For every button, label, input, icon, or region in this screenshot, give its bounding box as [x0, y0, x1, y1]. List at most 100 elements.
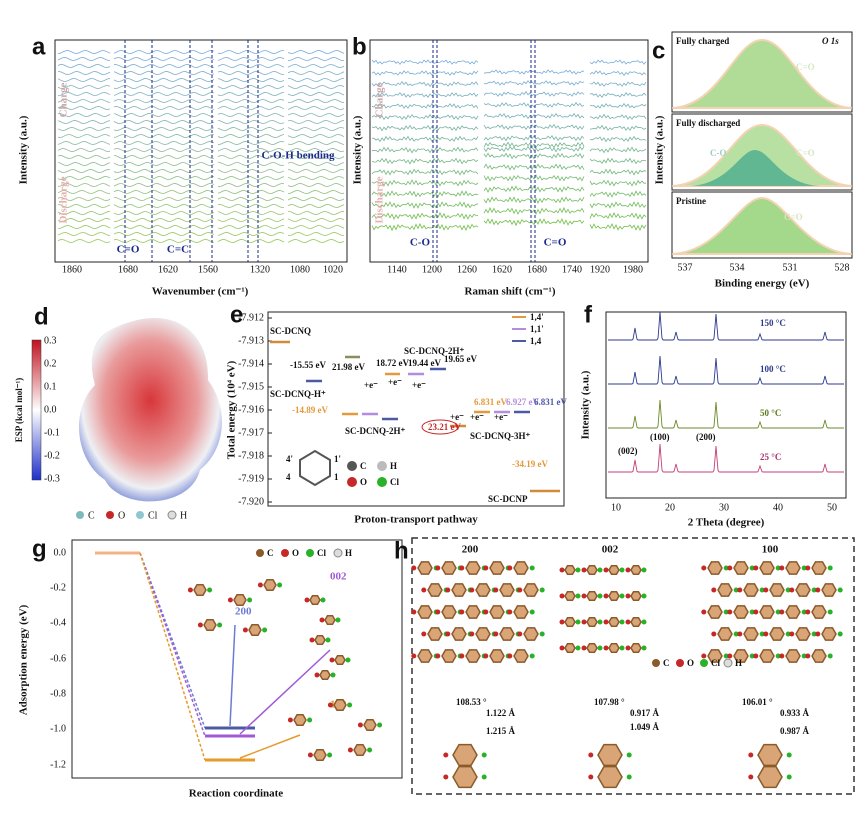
- y-tick-label: -7.918: [238, 450, 264, 461]
- spectrum-line: [57, 120, 111, 124]
- atom: [287, 717, 293, 723]
- patterns: [608, 311, 844, 473]
- spectrum-line: [57, 155, 111, 159]
- molecule: [707, 561, 723, 575]
- legend-label: Discharge: [374, 176, 386, 223]
- atom: [763, 587, 769, 593]
- xrd-pattern: [608, 311, 844, 341]
- legend-label: Cl: [711, 658, 720, 668]
- atom: [727, 609, 733, 615]
- atom: [507, 653, 513, 659]
- atom: [811, 631, 817, 637]
- spectrum-line: [483, 206, 585, 215]
- atom: [411, 609, 417, 615]
- spectrum-line: [217, 204, 285, 208]
- plot-frame: [369, 39, 649, 263]
- spectra: [57, 40, 345, 262]
- spectrum-line: [371, 211, 478, 220]
- spectrum-line: [589, 157, 646, 165]
- dashed-frame: [411, 537, 855, 795]
- atom: [469, 631, 475, 637]
- x-tick-label: 537: [678, 262, 693, 273]
- molecule: [363, 719, 377, 731]
- molecule: [324, 614, 336, 626]
- x-tick-label: 1020: [323, 264, 343, 275]
- atom: [459, 653, 465, 659]
- spectrum-line: [113, 127, 215, 131]
- spectrum-line: [217, 57, 285, 61]
- y-tick-label: -7.917: [238, 427, 264, 438]
- atom: [377, 722, 383, 728]
- molecule: [314, 634, 326, 646]
- atom: [641, 619, 647, 625]
- crystal-structures: [411, 561, 843, 789]
- atom: [785, 631, 791, 637]
- trace-label: 150 °C: [760, 318, 786, 328]
- panel-a: a Intensity (a.u.) Wavenumber (cm⁻¹) 186…: [18, 33, 348, 298]
- spectrum-line: [217, 141, 285, 145]
- spectrum-line: [371, 190, 479, 198]
- atom: [597, 619, 603, 625]
- spectrum-line: [287, 50, 345, 54]
- molecule: [353, 744, 367, 756]
- legend-label: H: [390, 461, 397, 471]
- electron-label: +e⁻: [494, 412, 508, 422]
- spectrum-line: [217, 225, 284, 229]
- atom: [603, 645, 609, 651]
- colorbar-tick: 0.3: [44, 335, 57, 346]
- molecule: [821, 627, 837, 641]
- x-tick-label: 1200: [422, 264, 442, 275]
- molecule: [452, 765, 478, 789]
- spectrum-line: [113, 211, 215, 215]
- spectrum-line: [57, 85, 111, 89]
- atom: [789, 587, 795, 593]
- x-tick-label: 1980: [623, 264, 643, 275]
- geometry-label: 1.215 Å: [486, 726, 516, 736]
- plot-frame: [54, 39, 348, 263]
- molecule: [564, 564, 576, 576]
- electron-label: +e⁻: [412, 380, 426, 390]
- atom: [357, 722, 363, 728]
- molecule: [608, 590, 620, 602]
- spectrum-line: [483, 174, 585, 182]
- molecule: [586, 564, 598, 576]
- molecule: [233, 594, 247, 606]
- atom: [625, 645, 631, 651]
- y-tick-label: -1.0: [50, 723, 66, 734]
- site-label: 1': [334, 454, 341, 464]
- atom: [641, 593, 647, 599]
- spectrum-line: [371, 146, 479, 154]
- spectrum-line: [589, 168, 647, 176]
- electron-label: +e⁻: [364, 380, 378, 390]
- atom: [727, 565, 733, 571]
- molecule: [427, 583, 443, 597]
- atom: [217, 622, 223, 628]
- molecule: [489, 561, 505, 575]
- y-tick-label: -7.914: [238, 358, 264, 369]
- legend-label: H: [180, 510, 187, 521]
- atom: [307, 752, 313, 758]
- spectrum-line: [57, 225, 111, 229]
- atom: [327, 702, 333, 708]
- spectrum-line: [57, 106, 111, 110]
- atom: [603, 619, 609, 625]
- spectrum-line: [57, 218, 111, 222]
- atom: [421, 587, 427, 593]
- reaction-paths: [95, 551, 331, 762]
- energy-label: -34.19 eV: [512, 459, 548, 469]
- atom: [493, 631, 499, 637]
- atom: [242, 627, 248, 633]
- species-label: SC-DCNQ-2H⁺: [404, 346, 464, 356]
- molecule: [293, 714, 307, 726]
- spectrum-line: [288, 232, 344, 236]
- molecule: [523, 583, 539, 597]
- spectrum-line: [217, 176, 285, 180]
- atom: [443, 752, 449, 758]
- atom: [626, 752, 632, 758]
- molecule: [334, 654, 346, 666]
- atom: [748, 752, 754, 758]
- spectrum-line: [589, 91, 647, 99]
- spectrum-line: [371, 113, 479, 121]
- colorbar-tick: -0.1: [44, 427, 60, 438]
